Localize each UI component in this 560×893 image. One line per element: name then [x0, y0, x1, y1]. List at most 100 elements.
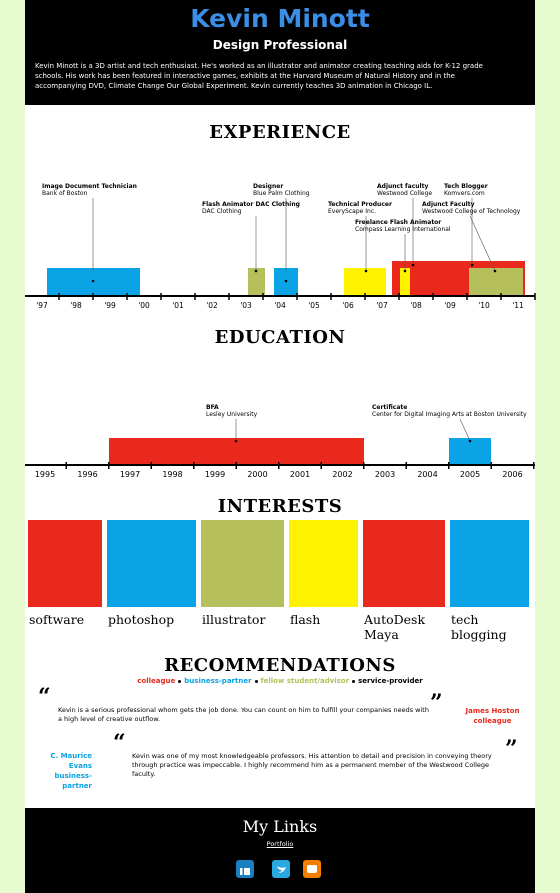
year-label: '03: [240, 301, 252, 310]
entry-label: Freelance Flash Animator Compass Learning…: [355, 219, 451, 233]
year-label: '05: [308, 301, 320, 310]
separator: [254, 679, 258, 683]
recommender-role: business-partner: [54, 772, 92, 790]
year-label: '98: [70, 301, 82, 310]
entry-title: Technical Producer: [328, 201, 392, 208]
year-label: 1996: [77, 470, 97, 479]
entry-org: Westwood College of Technology: [422, 208, 521, 215]
interest-label: AutoDesk Maya: [364, 612, 426, 642]
entry-org: Center for Digital Imaging Arts at Bosto…: [372, 411, 527, 418]
entry-title: BFA: [206, 404, 219, 411]
separator: [178, 679, 182, 683]
legend: colleague business-partner fellow student/…: [25, 677, 535, 685]
entry-label: BFA Lesley University: [206, 404, 257, 418]
year-label: 1995: [35, 470, 55, 479]
interest-tiles: [28, 520, 529, 607]
entry-org: Lesley University: [206, 411, 258, 418]
subtitle: Design Professional: [212, 38, 348, 52]
interest-label: illustrator: [202, 612, 266, 627]
year-label: '09: [444, 301, 456, 310]
bar: [469, 268, 523, 295]
entry-label: Technical Producer EveryScape Inc.: [328, 201, 392, 215]
entry-label: Adjunct faculty Westwood College: [377, 183, 432, 197]
entry-org: Compass Learning International: [355, 226, 451, 233]
name: Kevin Minott: [190, 4, 370, 33]
recommender-name: James Hoston: [465, 707, 520, 715]
marker-dot: [91, 279, 95, 283]
year-label: 2001: [290, 470, 310, 479]
recommender: C. Maurice Evans business-partner: [40, 751, 92, 791]
legend-item: colleague: [137, 677, 176, 685]
marker-dot: [403, 269, 407, 273]
interest-label: tech blogging: [451, 612, 507, 642]
year-label: '06: [342, 301, 354, 310]
quote-mark: “: [113, 730, 126, 756]
section-title: INTERESTS: [217, 496, 343, 517]
legend-item: fellow student/advisor: [260, 677, 350, 685]
interest-label: software: [29, 612, 85, 627]
interest-label: flash: [290, 612, 321, 627]
marker-dot: [470, 263, 474, 267]
entry-title: Tech Blogger: [444, 183, 488, 190]
year-label: 2006: [502, 470, 522, 479]
entry-label: Tech Blogger Komvers.com: [444, 183, 488, 197]
quote: Kevin was one of my most knowledgeable p…: [132, 752, 492, 778]
bar: [109, 438, 364, 465]
year-label: '01: [172, 301, 184, 310]
marker-dot: [493, 269, 497, 273]
year-label: '08: [410, 301, 422, 310]
marker-dot: [254, 269, 258, 273]
entry-label: Adjunct Faculty Westwood College of Techn…: [422, 201, 520, 215]
recommender: James Hoston colleague: [455, 706, 530, 726]
year-label: '04: [274, 301, 286, 310]
legend-item: business-partner: [184, 677, 252, 685]
entry-title: Image Document Technician: [42, 183, 137, 190]
year-label: '07: [376, 301, 388, 310]
quote-mark: ”: [505, 736, 518, 762]
year-label: '00: [138, 301, 150, 310]
year-label: 1998: [162, 470, 182, 479]
marker-dot: [364, 269, 368, 273]
year-label: '11: [512, 301, 524, 310]
connectors: [235, 418, 471, 442]
year-label: 1999: [205, 470, 225, 479]
portfolio-link[interactable]: Portfolio: [266, 840, 294, 848]
entry-title: Adjunct faculty: [377, 183, 429, 190]
header: [25, 0, 535, 105]
bar: [400, 268, 410, 295]
entry-org: Blue Palm Clothing: [253, 190, 310, 197]
year-label: '97: [36, 301, 48, 310]
year-label: 2004: [417, 470, 437, 479]
year-label: '02: [206, 301, 218, 310]
section-title: EDUCATION: [214, 327, 346, 348]
entry-org: EveryScape Inc.: [328, 208, 377, 215]
entry-org: DAC Clothing: [202, 208, 242, 215]
section-title: EXPERIENCE: [209, 122, 351, 143]
interest-label: photoshop: [108, 612, 175, 627]
marker-dot: [284, 279, 288, 283]
quote-mark: “: [38, 684, 51, 710]
year-label: '99: [104, 301, 116, 310]
quote: Kevin is a serious professional whom get…: [58, 706, 429, 723]
year-label: '10: [478, 301, 490, 310]
year-label: 2000: [247, 470, 267, 479]
connectors: [92, 198, 496, 272]
quote-mark: ”: [430, 690, 443, 716]
experience-bars: [47, 198, 525, 465]
entry-org: Komvers.com: [444, 190, 485, 197]
marker-dot: [411, 263, 415, 267]
marker-dot: [468, 439, 472, 443]
social-icons[interactable]: [236, 860, 321, 878]
year-label: 1997: [120, 470, 140, 479]
entry-title: Certificate: [372, 404, 408, 411]
entry-label: Flash Animator DAC Clothing DAC Clothing: [202, 201, 300, 215]
year-label: 2003: [375, 470, 395, 479]
entry-title: Flash Animator DAC Clothing: [202, 201, 300, 208]
entry-org: Westwood College: [377, 190, 433, 197]
recommender-role: colleague: [473, 717, 512, 725]
year-label: 2005: [460, 470, 480, 479]
entry-label: Image Document Technician Bank of Boston: [42, 183, 137, 197]
bio: Kevin Minott is a 3D artist and tech ent…: [35, 62, 483, 90]
separator: [352, 679, 356, 683]
